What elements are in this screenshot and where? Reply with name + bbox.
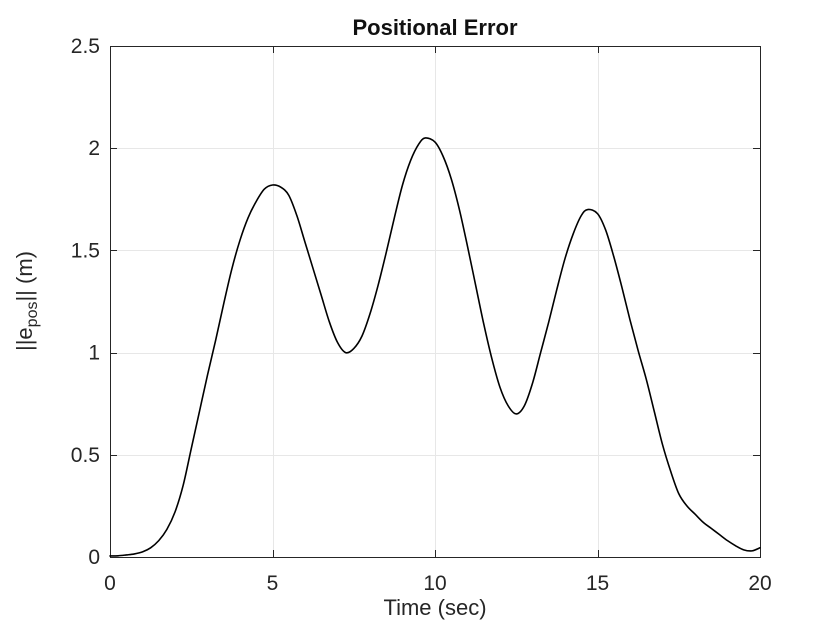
y-tick-label: 2 bbox=[88, 137, 100, 160]
x-tick-label: 20 bbox=[748, 572, 771, 595]
x-tick-label: 5 bbox=[267, 572, 279, 595]
tick-labels: 0 5 10 15 20 0 0.5 1 1.5 2 2.5 bbox=[71, 35, 772, 595]
chart-title: Positional Error bbox=[352, 15, 517, 40]
positional-error-line bbox=[109, 137, 761, 557]
x-tick-label: 0 bbox=[104, 572, 116, 595]
y-axis-label-subscript: pos bbox=[24, 302, 41, 328]
grid-lines bbox=[110, 46, 760, 557]
y-axis-label-pre: ||e bbox=[12, 327, 37, 351]
y-axis-label-post: || (m) bbox=[12, 251, 37, 302]
y-tick-label: 1 bbox=[88, 342, 100, 365]
x-tick-label: 15 bbox=[586, 572, 609, 595]
y-tick-label: 2.5 bbox=[71, 35, 100, 58]
x-tick-label: 10 bbox=[423, 572, 446, 595]
axes-box bbox=[109, 45, 762, 559]
y-tick-label: 1.5 bbox=[71, 239, 100, 262]
x-axis-label: Time (sec) bbox=[383, 595, 486, 620]
y-axis-label: ||epos|| (m) bbox=[12, 251, 41, 351]
data-curve bbox=[109, 137, 761, 557]
y-tick-label: 0.5 bbox=[71, 444, 100, 467]
y-tick-label: 0 bbox=[88, 546, 100, 569]
